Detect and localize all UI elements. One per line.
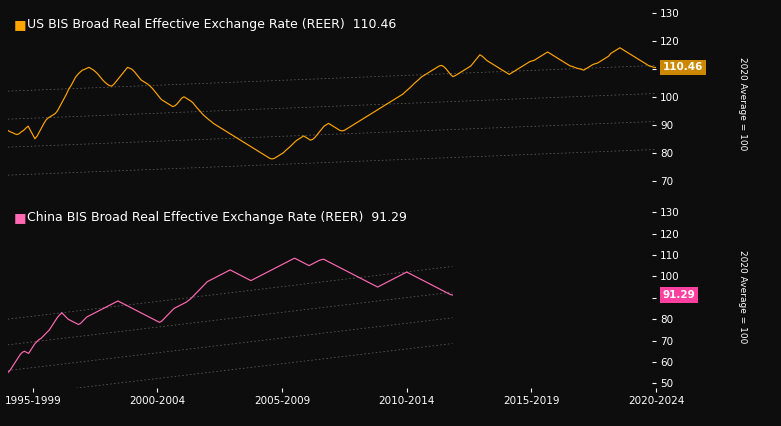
Text: 110.46: 110.46	[663, 63, 704, 72]
Text: China BIS Broad Real Effective Exchange Rate (REER)  91.29: China BIS Broad Real Effective Exchange …	[27, 211, 407, 224]
Text: ■: ■	[14, 18, 31, 31]
Text: 91.29: 91.29	[663, 290, 696, 300]
Y-axis label: 2020 Average = 100: 2020 Average = 100	[738, 57, 747, 150]
Y-axis label: 2020 Average = 100: 2020 Average = 100	[738, 250, 747, 343]
Text: US BIS Broad Real Effective Exchange Rate (REER)  110.46: US BIS Broad Real Effective Exchange Rat…	[27, 18, 397, 31]
Text: ■: ■	[14, 211, 31, 224]
